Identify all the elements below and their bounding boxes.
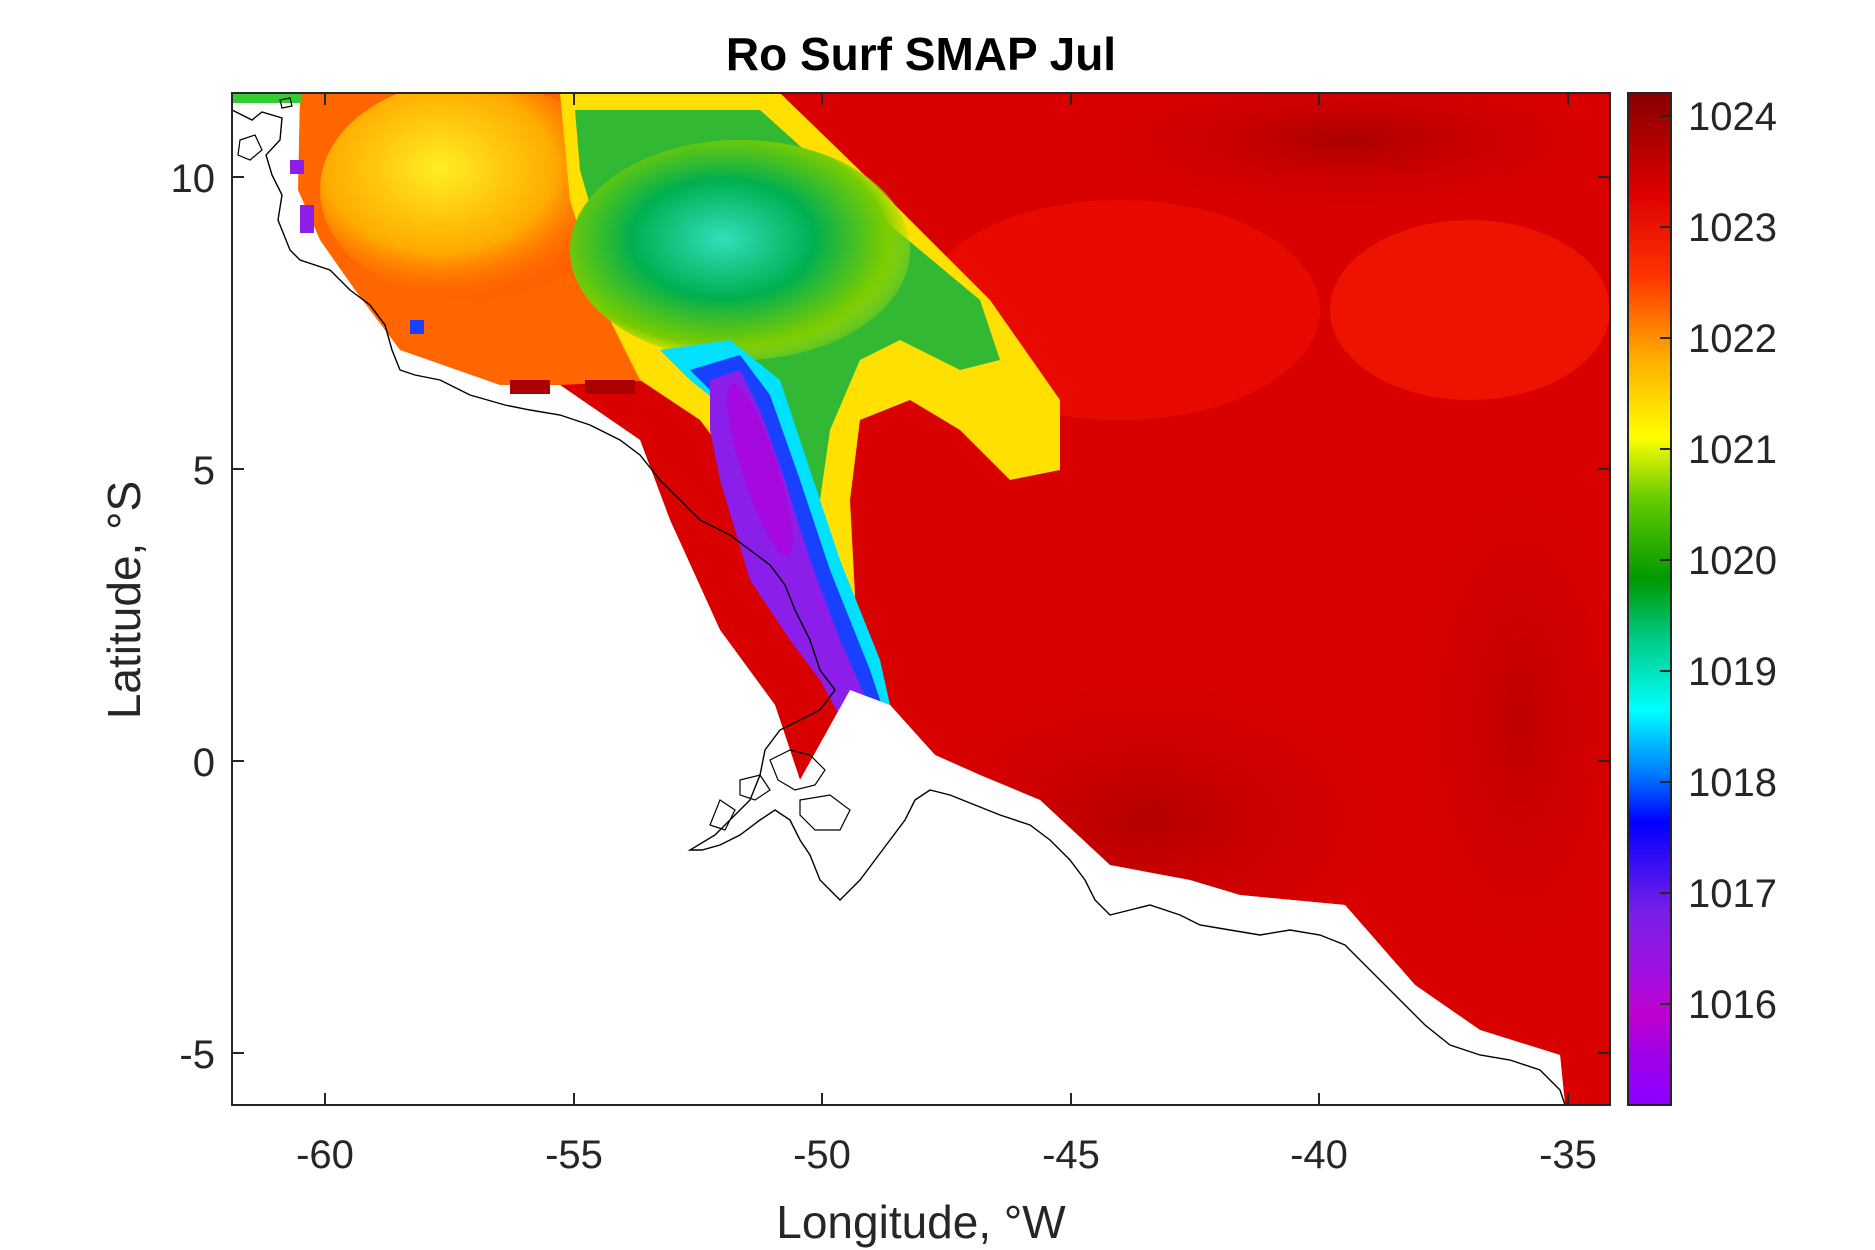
colorbar: 1024 1023 1022 1021 1020 1019 1018 1017 … — [1627, 92, 1777, 1106]
x-tick-label: -40 — [1290, 1133, 1348, 1177]
coastal-band-yellow-core — [320, 93, 620, 300]
coast-dark-red-1 — [510, 380, 550, 394]
colorbar-tick-label: 1019 — [1688, 650, 1777, 694]
y-tick-label: -5 — [179, 1033, 215, 1077]
dense-water-north — [1090, 93, 1610, 210]
y-tick-label: 0 — [193, 741, 215, 785]
nw-pixel-violet-2 — [300, 205, 314, 233]
nw-small-island — [237, 97, 293, 161]
colorbar-tick-label: 1016 — [1688, 983, 1777, 1027]
coast-dark-red-2 — [585, 380, 635, 394]
x-tick-label: -35 — [1539, 1133, 1597, 1177]
plume-magenta-streak — [727, 384, 793, 556]
x-tick-label: -50 — [793, 1133, 851, 1177]
land-mass — [232, 93, 1565, 1105]
x-axis: -60 -55 -50 -45 -40 -35 — [296, 93, 1597, 1177]
x-tick-label: -45 — [1042, 1133, 1100, 1177]
x-tick-label: -55 — [545, 1133, 603, 1177]
y-tick-label: 5 — [193, 449, 215, 493]
plume-fresh-core — [570, 140, 910, 360]
nw-pixel-violet-1 — [290, 160, 304, 174]
colorbar-tick-label: 1023 — [1688, 206, 1777, 250]
colorbar-tick-label: 1024 — [1688, 95, 1777, 139]
colorbar-tick-label: 1021 — [1688, 428, 1777, 472]
x-axis-label: Longitude, °W — [776, 1196, 1066, 1248]
dense-water-east — [1400, 460, 1610, 980]
light-red-patch-east — [1330, 220, 1610, 400]
y-axis-label: Latitude, °S — [98, 481, 150, 719]
colorbar-gradient — [1627, 92, 1672, 1106]
coastline — [232, 109, 1566, 1105]
map-field — [232, 93, 1610, 1105]
colorbar-tick-label: 1017 — [1688, 872, 1777, 916]
colorbar-tick-label: 1020 — [1688, 539, 1777, 583]
colorbar-tick-label: 1018 — [1688, 761, 1777, 805]
y-tick-label: 10 — [171, 157, 216, 201]
y-axis: 10 5 0 -5 — [171, 157, 1610, 1077]
river-mouth-islands — [709, 749, 851, 831]
x-tick-label: -60 — [296, 1133, 354, 1177]
plot-frame — [231, 92, 1611, 1106]
nw-pixel-blue — [410, 320, 424, 334]
chart-title: Ro Surf SMAP Jul — [726, 28, 1116, 80]
colorbar-tick-label: 1022 — [1688, 317, 1777, 361]
nw-pixel-strip — [232, 93, 302, 103]
